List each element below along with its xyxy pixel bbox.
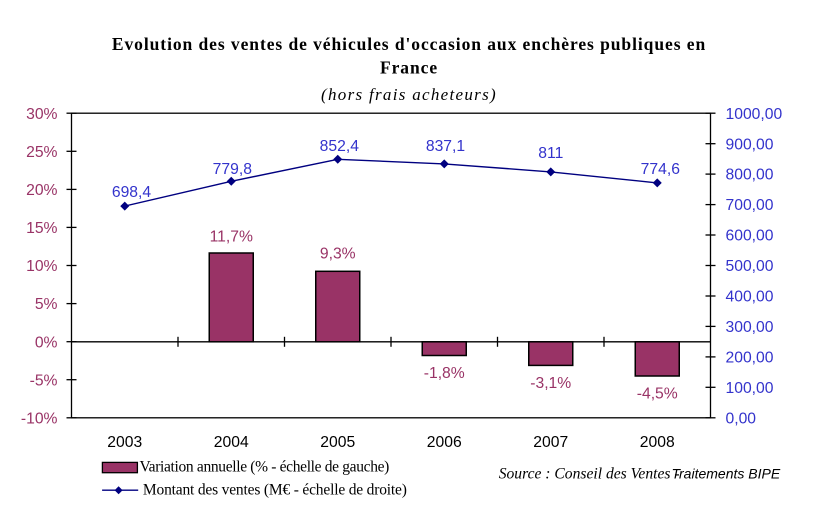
svg-text:9,3%: 9,3% [320, 246, 356, 263]
svg-text:811: 811 [538, 145, 563, 162]
svg-text:900,00: 900,00 [726, 136, 774, 153]
svg-text:700,00: 700,00 [726, 197, 774, 214]
svg-text:400,00: 400,00 [726, 289, 774, 306]
svg-text:Montant des ventes (M€ - échel: Montant des ventes (M€ - échelle de droi… [143, 482, 407, 499]
svg-text:-1,8%: -1,8% [424, 365, 465, 382]
svg-text:600,00: 600,00 [726, 228, 774, 245]
svg-text:France: France [380, 57, 438, 77]
svg-text:774,6: 774,6 [641, 161, 681, 178]
svg-text:2008: 2008 [640, 434, 675, 451]
svg-text:(hors frais acheteurs): (hors frais acheteurs) [321, 85, 497, 104]
svg-text:698,4: 698,4 [112, 184, 152, 201]
svg-text:200,00: 200,00 [726, 350, 774, 367]
svg-text:5%: 5% [35, 296, 58, 313]
svg-text:20%: 20% [26, 182, 57, 199]
svg-text:Evolution des ventes de véhicu: Evolution des ventes de véhicules d'occa… [112, 34, 706, 54]
svg-text:1000,00: 1000,00 [726, 106, 783, 123]
svg-text:25%: 25% [26, 144, 57, 161]
svg-text:-10%: -10% [21, 410, 58, 427]
svg-text:0,00: 0,00 [726, 410, 757, 427]
svg-text:852,4: 852,4 [320, 138, 360, 155]
svg-text:-5%: -5% [30, 372, 58, 389]
svg-text:-4,5%: -4,5% [637, 386, 678, 403]
svg-text:500,00: 500,00 [726, 258, 774, 275]
svg-text:Source : Conseil des Ventes -: Source : Conseil des Ventes - [499, 465, 680, 482]
svg-text:779,8: 779,8 [213, 161, 253, 178]
svg-text:-3,1%: -3,1% [530, 375, 571, 392]
svg-text:10%: 10% [26, 258, 57, 275]
svg-text:15%: 15% [26, 220, 57, 237]
svg-text:300,00: 300,00 [726, 319, 774, 336]
svg-text:2007: 2007 [533, 434, 568, 451]
svg-text:100,00: 100,00 [726, 380, 774, 397]
svg-text:11,7%: 11,7% [210, 229, 253, 246]
svg-text:2003: 2003 [107, 434, 142, 451]
svg-text:2006: 2006 [427, 434, 462, 451]
svg-text:30%: 30% [26, 106, 57, 123]
svg-text:2005: 2005 [320, 434, 355, 451]
svg-text:Variation annuelle (% - échell: Variation annuelle (% - échelle de gauch… [140, 458, 390, 475]
svg-text:837,1: 837,1 [426, 138, 465, 155]
svg-text:2004: 2004 [214, 434, 249, 451]
svg-text:Traitements BIPE: Traitements BIPE [672, 465, 781, 481]
svg-text:0%: 0% [35, 334, 58, 351]
svg-text:800,00: 800,00 [726, 167, 774, 184]
